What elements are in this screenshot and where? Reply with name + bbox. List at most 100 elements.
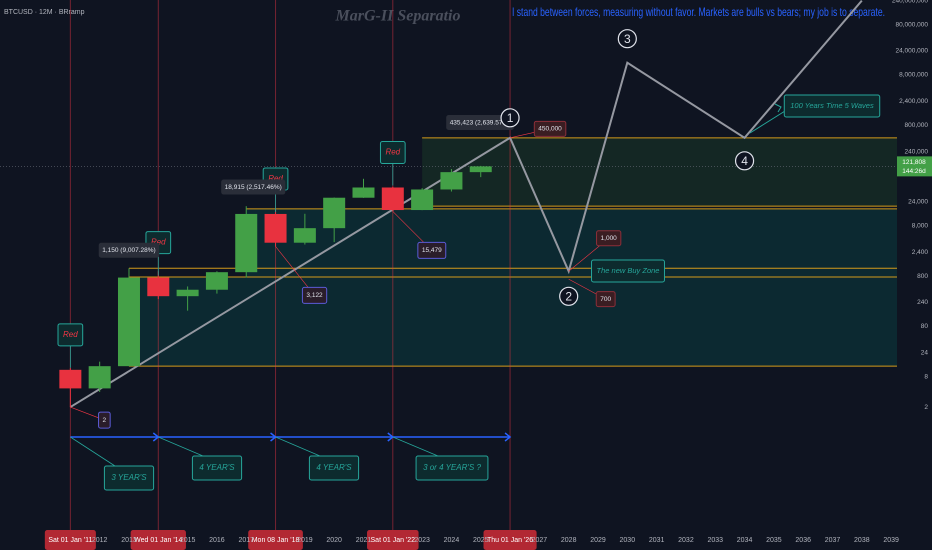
y-tick-label: 240,000 (905, 148, 929, 155)
projection (69, 0, 863, 408)
low-mark-text: 15,479 (422, 247, 442, 254)
candle-body (469, 166, 492, 173)
arrow-head (504, 432, 512, 442)
target-box (533, 120, 567, 137)
candle-body (205, 272, 228, 290)
x-tick-label: 2028 (561, 537, 577, 544)
note-text: 100 Years Time 5 Waves (790, 101, 874, 110)
low-mark: 3,122 (301, 286, 328, 304)
x-tick-label: 2016 (209, 537, 225, 544)
signal-text: Red (151, 238, 166, 247)
y-tick-label: 80 (921, 323, 929, 330)
connector (392, 436, 439, 457)
target-text: 450,000 (538, 126, 562, 133)
cycle-date: Sat 01 Jan '11 (44, 530, 96, 550)
x-tick-label: 2034 (737, 537, 753, 544)
low-mark: 2 (98, 411, 111, 429)
high-mark-text: 435,423 (2,639.57%) (450, 119, 511, 126)
signal: Red (57, 323, 84, 347)
zone (128, 276, 897, 367)
x-tick-label: 2027 (532, 537, 548, 544)
y-tick-label: 800,000 (905, 122, 929, 129)
x-tick-label: 2021 (356, 537, 372, 544)
x-tick-label: 2019 (297, 537, 313, 544)
cycle-date: Sat 01 Jan '22 (367, 530, 419, 550)
high-mark-box (221, 179, 286, 195)
arrow-head (774, 103, 782, 113)
candle-body (411, 189, 434, 211)
y-tick-label: 24 (921, 349, 929, 356)
y-tick-label: 2 (924, 404, 928, 411)
y-tick-label: 240 (917, 299, 928, 306)
cycle-label-text: 4 YEAR'S (199, 463, 235, 472)
cycle-label-text: 3 or 4 YEAR'S ? (423, 463, 481, 472)
cycle-date-text: Sat 01 Jan '11 (48, 537, 92, 544)
signal-text: Red (385, 148, 400, 157)
cycle-date-text: Sat 01 Jan '22 (371, 537, 416, 544)
y-tick-label: 8,000 (912, 223, 929, 230)
target-text: 1,000 (601, 235, 618, 242)
high-mark-box (98, 242, 160, 258)
x-tick-label: 2032 (678, 537, 694, 544)
cycle-label: 4 YEAR'S (191, 455, 243, 481)
wave-label: 3 (624, 32, 631, 46)
candle-body (117, 277, 140, 367)
cycle-date: Wed 01 Jan '14 (130, 530, 186, 550)
x-tick-label: 2039 (883, 537, 899, 544)
last-price-tag (897, 156, 932, 177)
signal: Red (379, 140, 406, 164)
cycle-label: 4 YEAR'S (308, 455, 360, 481)
high-mark: 1,150 (9,007.28%) (98, 242, 160, 258)
countdown: 144:26d (902, 168, 926, 175)
cycle-label-text: 4 YEAR'S (316, 463, 352, 472)
target-box (596, 230, 622, 247)
connector (275, 436, 321, 457)
connector (158, 436, 204, 457)
note: The new Buy Zone (591, 259, 665, 283)
wave-circle (734, 151, 755, 171)
candle-body (147, 277, 170, 297)
wave-label: 2 (565, 289, 572, 303)
price-axis (897, 0, 932, 550)
candle-body (293, 228, 316, 243)
x-tick-label: 2029 (590, 537, 606, 544)
candle-body (323, 197, 346, 229)
wave-circle (500, 108, 520, 128)
note-box (783, 94, 881, 118)
last-price-label: 121,808 (902, 159, 926, 166)
y-tick-label: 24,000 (908, 199, 928, 206)
candle-body (264, 213, 287, 243)
cycle-date-text: Thu 01 Jan '26 (487, 537, 533, 544)
x-tick-label: 2013 (121, 537, 137, 544)
x-tick-label: 2030 (620, 537, 636, 544)
x-tick-label: 2015 (180, 537, 196, 544)
candle-body (59, 369, 82, 389)
x-tick-label: 2024 (444, 537, 460, 544)
cycle-date-text: Mon 08 Jan '18 (252, 537, 300, 544)
cycle-label-box (191, 455, 243, 481)
y-tick-label: 8 (924, 373, 928, 380)
connector (70, 436, 116, 467)
watermark: MarG-II Separatio (335, 8, 461, 25)
target-text: 700 (600, 296, 611, 303)
candle-body (352, 187, 375, 198)
zone (422, 137, 897, 207)
cycle-date-text: Wed 01 Jan '14 (134, 537, 182, 544)
low-mark-box (301, 286, 328, 304)
x-tick-label: 2033 (707, 537, 723, 544)
y-tick-label: 8,000,000 (899, 72, 928, 79)
signal-box (57, 323, 84, 347)
cycle-date: Mon 08 Jan '18 (248, 530, 303, 550)
x-tick-label: 2012 (92, 537, 108, 544)
x-tick-label: 2038 (854, 537, 870, 544)
arrow-head (152, 432, 160, 442)
x-tick-label: 2031 (649, 537, 665, 544)
candle-body (235, 213, 258, 273)
note-box (591, 259, 665, 283)
low-mark-text: 3,122 (306, 292, 323, 299)
target: 700 (595, 291, 616, 308)
high-mark-text: 1,150 (9,007.28%) (102, 247, 155, 254)
y-tick-label: 80,000,000 (895, 21, 928, 28)
x-tick-label: 2020 (326, 537, 342, 544)
